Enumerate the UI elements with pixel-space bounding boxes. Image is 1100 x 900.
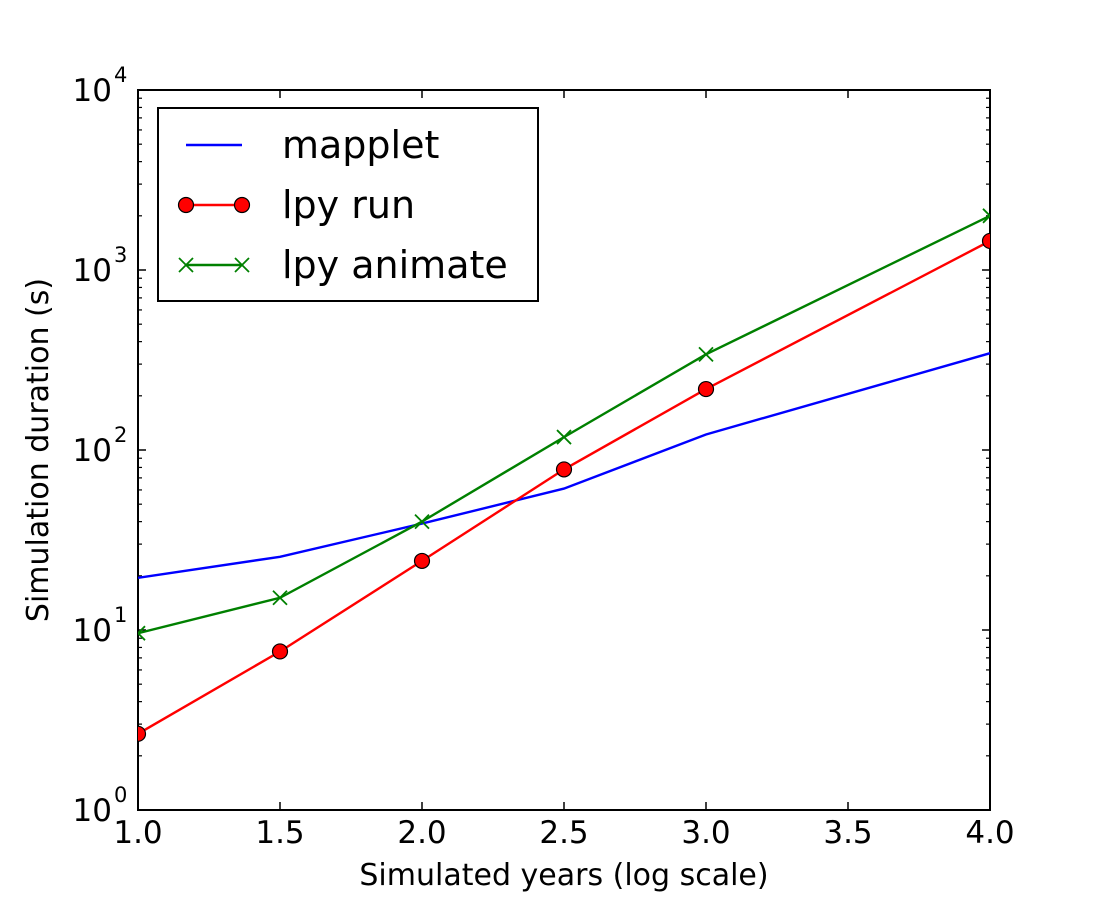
- data-point-lpy-run: [981, 232, 990, 250]
- x-tick-label: 2.5: [539, 815, 588, 851]
- legend-marker-lpy-run: [233, 196, 251, 214]
- legend-marker-lpy-animate: [234, 257, 250, 273]
- legend-label-lpy-run: lpy run: [282, 183, 415, 227]
- y-tick-base: 10: [73, 73, 112, 109]
- data-point-lpy-animate: [414, 513, 430, 530]
- data-point-lpy-run: [138, 725, 147, 742]
- x-axis-label: Simulated years (log scale): [359, 858, 768, 893]
- y-tick-exponent: 3: [114, 243, 127, 267]
- axis-ticks: [137, 89, 991, 811]
- series-line-mapplet: [138, 352, 990, 579]
- y-tick-label: 10: [73, 793, 112, 829]
- y-tick-base: 10: [73, 793, 112, 829]
- legend-marker-lpy-run: [177, 196, 195, 214]
- x-tick-label: 1.0: [113, 815, 162, 851]
- y-tick-base: 10: [73, 613, 112, 649]
- y-tick-label: 10: [73, 73, 112, 109]
- y-tick-exponent: 2: [114, 423, 127, 447]
- y-tick-exponent: 1: [114, 603, 127, 627]
- legend-marker-lpy-animate: [178, 257, 194, 273]
- y-tick-label: 10: [73, 433, 112, 469]
- legend: mapplet lpy run lpy animate: [157, 107, 539, 302]
- y-tick-base: 10: [73, 433, 112, 469]
- y-tick-base: 10: [73, 253, 112, 289]
- data-point-lpy-animate: [982, 208, 990, 224]
- data-point-lpy-animate: [272, 590, 288, 606]
- legend-label-mapplet: mapplet: [282, 123, 439, 167]
- data-point-lpy-run: [697, 380, 715, 398]
- x-tick-label: 4.0: [965, 815, 1014, 851]
- x-tick-label: 3.5: [823, 815, 872, 851]
- legend-label-lpy-animate: lpy animate: [282, 243, 508, 287]
- y-tick-label: 10: [73, 613, 112, 649]
- x-tick-label: 3.0: [681, 815, 730, 851]
- data-point-lpy-run: [413, 552, 431, 570]
- x-tick-label: 2.0: [397, 815, 446, 851]
- data-point-lpy-run: [271, 643, 289, 660]
- data-point-lpy-animate: [698, 346, 714, 362]
- y-axis-label: Simulation duration (s): [21, 278, 56, 622]
- series-line-lpy-animate: [138, 214, 990, 635]
- series-line-lpy-run: [138, 239, 990, 735]
- data-point-lpy-run: [555, 461, 573, 478]
- data-point-lpy-animate: [138, 625, 146, 641]
- y-tick-exponent: 0: [114, 783, 127, 807]
- series-layer: [138, 208, 990, 742]
- data-point-lpy-animate: [556, 429, 572, 445]
- y-tick-exponent: 4: [114, 63, 127, 87]
- y-tick-label: 10: [73, 253, 112, 289]
- x-tick-label: 1.5: [255, 815, 304, 851]
